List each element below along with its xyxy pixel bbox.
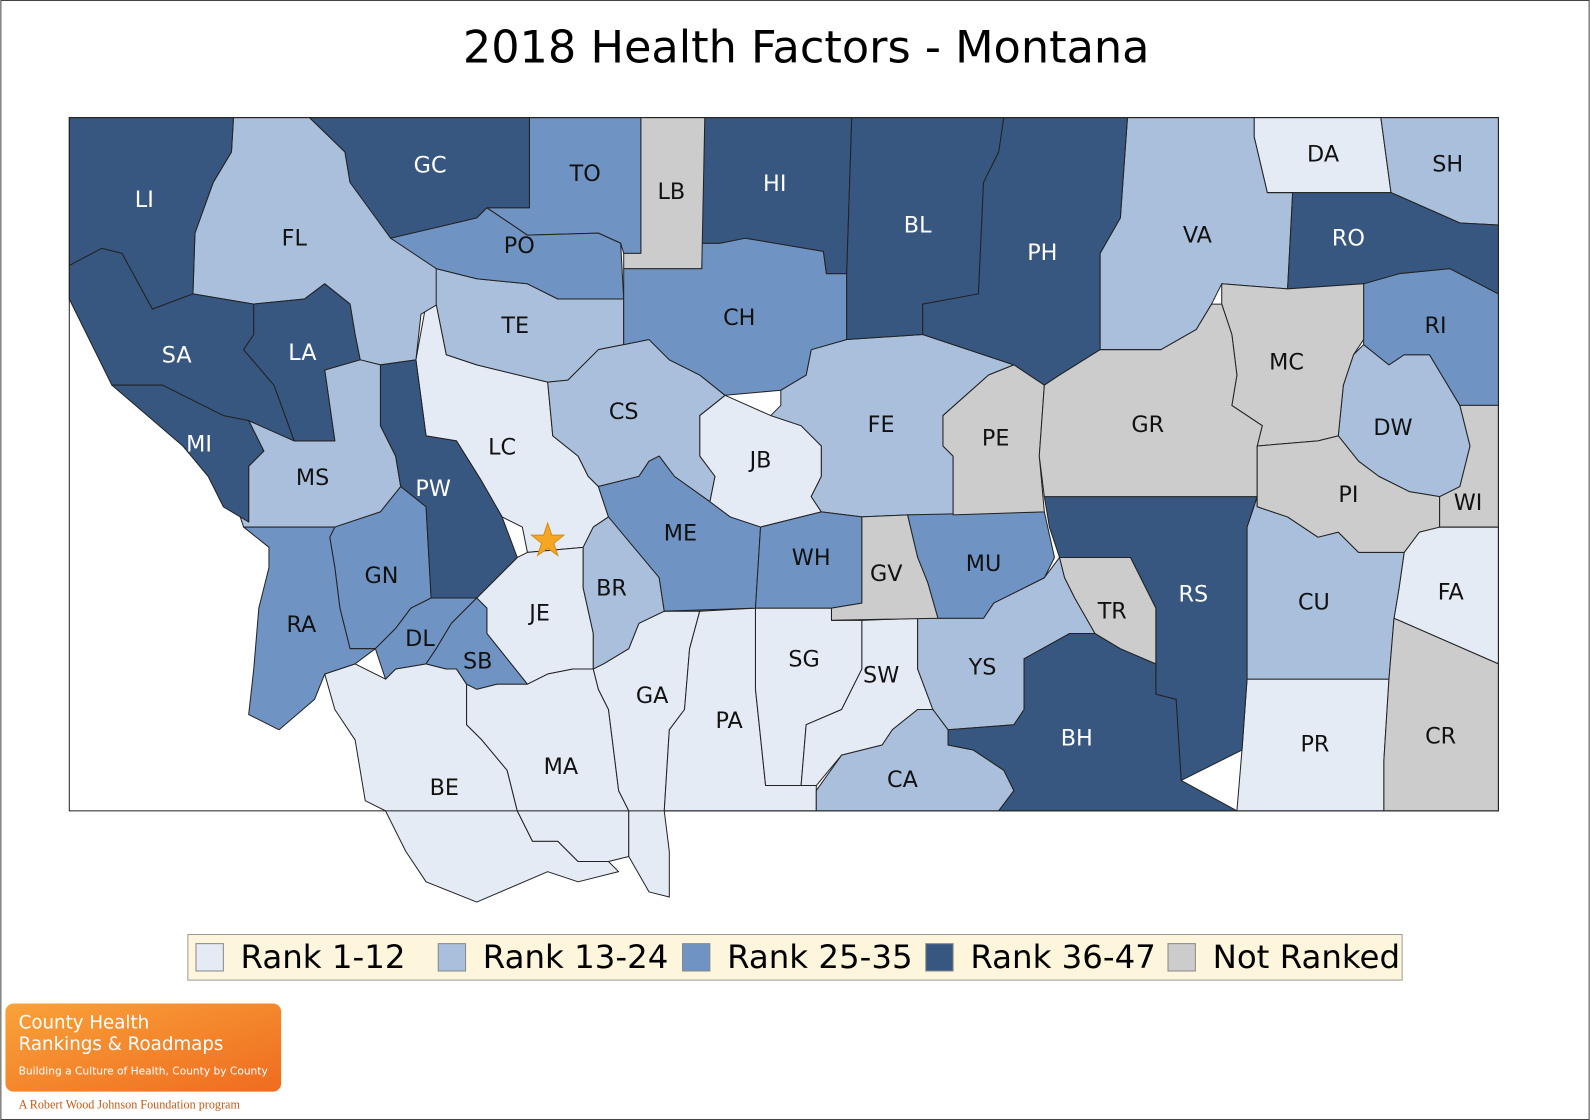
logo-line: Rankings & Roadmaps <box>19 1034 224 1055</box>
county-shape <box>1266 192 1499 295</box>
county-label: RO <box>1332 226 1365 252</box>
county-shape <box>308 117 530 239</box>
county-label: WI <box>1454 490 1483 516</box>
county-label: PR <box>1301 731 1330 757</box>
county-label: BL <box>904 213 932 239</box>
county-label: CR <box>1425 723 1456 749</box>
county-shape <box>111 384 265 523</box>
county-shape <box>243 283 361 442</box>
county-shape <box>243 526 376 731</box>
county-shape <box>1038 303 1263 498</box>
county-label: DA <box>1307 142 1340 168</box>
county-label: GA <box>636 683 669 709</box>
county-label: MC <box>1269 349 1304 375</box>
county-label: DW <box>1373 415 1412 441</box>
county-label: LA <box>288 340 317 366</box>
legend-box <box>187 934 1403 981</box>
county-label: HI <box>763 171 786 197</box>
legend-label: Rank 25-35 <box>727 938 913 976</box>
county-label: BE <box>430 775 459 801</box>
county-label: MU <box>966 551 1002 577</box>
county-label: WH <box>792 545 831 571</box>
county-shape <box>942 364 1045 516</box>
county-label: FL <box>282 226 308 252</box>
county-label: GC <box>414 153 447 179</box>
county-label: LC <box>488 435 516 461</box>
county-label: LB <box>657 179 685 205</box>
legend-swatch <box>1167 943 1196 972</box>
county-label: MI <box>186 431 212 457</box>
county-label: BR <box>596 575 627 601</box>
capital-star <box>530 521 566 557</box>
legend-label: Rank 36-47 <box>970 938 1156 976</box>
county-label: CH <box>723 305 755 331</box>
legend-label: Rank 1-12 <box>241 938 406 976</box>
county-label: CA <box>887 767 919 793</box>
county-shape <box>1059 556 1157 665</box>
county-label: SG <box>788 646 819 672</box>
county-label: PH <box>1027 240 1057 266</box>
county-label: LI <box>135 187 154 213</box>
county-label: GN <box>364 563 398 589</box>
county-label: SH <box>1432 152 1463 178</box>
county-label: BH <box>1061 725 1093 751</box>
legend-label: Rank 13-24 <box>483 938 669 976</box>
county-label: FE <box>868 412 895 438</box>
logo-badge <box>5 1003 282 1092</box>
legend-swatch <box>681 943 711 972</box>
county-label: PA <box>715 708 743 734</box>
map-border <box>68 117 1499 812</box>
county-label: SA <box>162 342 193 368</box>
logo-tagline: Building a Culture of Health, County by … <box>19 1064 268 1077</box>
map-title: 2018 Health Factors - Montana <box>463 22 1150 74</box>
county-label: RI <box>1425 313 1447 339</box>
county-shape <box>379 359 518 599</box>
county-label: JE <box>527 601 550 627</box>
legend: Rank 1-12 Rank 13-24 Rank 25-35 Rank 36-47 N… <box>195 938 1400 976</box>
logo-footer: A Robert Wood Johnson Foundation program <box>19 1098 241 1112</box>
county-label: MS <box>296 465 329 491</box>
county-label: PI <box>1338 482 1358 508</box>
county-label: DL <box>405 626 435 652</box>
county-label: JB <box>748 448 772 474</box>
county-label: PE <box>982 425 1010 451</box>
county-label: FA <box>1438 579 1465 605</box>
county-label: PO <box>504 233 535 259</box>
county-label: TR <box>1097 599 1127 625</box>
county-label: PW <box>415 476 450 502</box>
logo-line: County Health <box>19 1013 150 1034</box>
county-label: RA <box>286 612 317 638</box>
legend-swatch <box>925 943 954 972</box>
county-label: ME <box>664 521 697 547</box>
counties: DA LC JB JE BE MA GA PA SG SW PR FA FL TE CS MS BR FE VA SH… <box>68 117 1499 903</box>
county-shape <box>425 597 528 690</box>
county-label: RS <box>1179 581 1209 607</box>
county-label: MA <box>544 754 579 780</box>
county-label: TE <box>500 313 529 339</box>
county-label: SW <box>863 663 899 689</box>
county-label: GV <box>870 561 903 587</box>
county-label: SB <box>463 648 492 674</box>
county-label: VA <box>1183 223 1213 249</box>
legend-swatch <box>195 943 224 972</box>
legend-label: Not Ranked <box>1213 938 1400 976</box>
county-label: GR <box>1131 412 1164 438</box>
legend-swatch <box>437 943 467 972</box>
county-shape <box>830 514 939 621</box>
county-shape <box>597 455 762 612</box>
county-label: TO <box>569 161 601 187</box>
county-label: YS <box>968 654 997 680</box>
county-label: CU <box>1298 590 1330 616</box>
county-shape <box>1256 435 1441 553</box>
county-label: CS <box>609 399 639 425</box>
